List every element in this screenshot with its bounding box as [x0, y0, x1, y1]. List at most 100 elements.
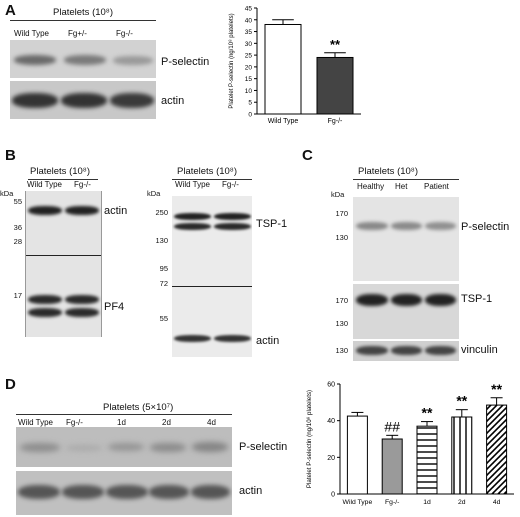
band	[28, 206, 62, 215]
panel-a-header-line	[10, 20, 156, 21]
band	[214, 335, 251, 342]
band	[214, 213, 251, 220]
y-tick-label: 15	[245, 76, 253, 83]
panel-b-left-pf4-label: PF4	[104, 301, 125, 313]
panel-d-actin-label: actin	[239, 485, 263, 497]
band	[61, 93, 107, 108]
panel-a-pselectin-blot	[10, 40, 156, 78]
panel-b-left-lane-1: Wild Type	[27, 180, 62, 189]
panel-c-marker-130-mid: 130	[335, 319, 348, 328]
panel-c-marker-170-top: 170	[335, 209, 348, 218]
band	[391, 294, 422, 306]
panel-b-right-marker-55: 55	[159, 314, 168, 323]
band	[391, 222, 422, 230]
panel-b-left-header-line	[28, 179, 98, 180]
y-tick-label: 25	[245, 53, 253, 60]
panel-b-right-kda: kDa	[147, 189, 161, 198]
panel-d-actin-blot	[16, 471, 232, 515]
band	[425, 222, 456, 230]
panel-b-letter: B	[5, 147, 16, 164]
panel-c-tsp1-blot	[353, 284, 459, 339]
panel-b-right-header-line	[172, 179, 252, 180]
panel-d-letter: D	[5, 376, 16, 393]
bar	[451, 416, 473, 495]
panel-d-lane-3: 1d	[117, 418, 126, 427]
band	[174, 213, 211, 220]
panel-b-right-blot	[172, 196, 252, 357]
x-tick-label: Fg-/-	[385, 499, 399, 506]
panel-c-lane-3: Patient	[424, 182, 449, 191]
panel-b-right-marker-250: 250	[155, 208, 168, 217]
y-tick-label: 35	[245, 29, 253, 36]
panel-c-pselectin-label: P-selectin	[461, 221, 510, 233]
panel-d-pselectin-blot	[16, 427, 232, 467]
y-tick-label: 40	[245, 17, 253, 24]
panel-a-chart: 0 5 10 15 20 25 30 35 40 45 Platelet P-selectin (n…	[228, 6, 361, 125]
y-tick-label: 5	[248, 100, 252, 107]
panel-b-left-marker-28: 28	[13, 237, 22, 246]
blot-divider	[26, 255, 101, 256]
panel-c-header-line	[353, 179, 459, 180]
bar	[381, 438, 403, 495]
bar	[486, 404, 508, 495]
band	[110, 93, 154, 108]
panel-c-letter: C	[302, 147, 313, 164]
band	[65, 295, 99, 304]
panel-a-actin-label: actin	[161, 95, 185, 107]
band	[65, 308, 99, 317]
y-tick-label: 20	[327, 455, 335, 462]
panel-d-pselectin-label: P-selectin	[239, 441, 288, 453]
band	[12, 93, 58, 108]
panel-c-marker-170-mid: 170	[335, 296, 348, 305]
blot-divider	[172, 286, 252, 287]
panel-c-vinculin-label: vinculin	[461, 344, 498, 356]
panel-c-kda: kDa	[331, 190, 345, 199]
panel-b-left-marker-36: 36	[13, 223, 22, 232]
band	[66, 445, 102, 451]
band	[214, 223, 251, 230]
panel-d-header-line	[16, 414, 232, 415]
y-tick-label: 60	[327, 382, 335, 389]
panel-b-left-lane-2: Fg-/-	[74, 180, 91, 189]
band	[62, 485, 104, 499]
panel-a-lane-2: Fg+/-	[68, 29, 87, 38]
panel-b-right-tsp1-label: TSP-1	[256, 218, 288, 230]
y-tick-label: 20	[245, 64, 253, 71]
panel-d-lane-2: Fg-/-	[66, 418, 83, 427]
band	[391, 346, 422, 355]
panel-d-lane-1: Wild Type	[18, 418, 53, 427]
band	[356, 294, 388, 306]
y-tick-label: 40	[327, 418, 335, 425]
significance-label: **	[422, 405, 433, 421]
band	[20, 443, 60, 452]
panel-c-vinculin-blot	[353, 341, 459, 361]
significance-label: **	[330, 37, 341, 52]
bar	[416, 425, 438, 495]
band	[174, 335, 211, 342]
significance-label: **	[491, 381, 502, 397]
panel-b-left-marker-17: 17	[13, 291, 22, 300]
panel-c-header: Platelets (10⁸)	[358, 166, 418, 177]
band	[191, 485, 230, 499]
band	[356, 222, 388, 230]
bar	[316, 56, 354, 115]
band	[150, 443, 186, 452]
band	[14, 55, 56, 65]
panel-d-header: Platelets (5×10⁷)	[103, 402, 174, 413]
band	[106, 485, 148, 499]
panel-c-lane-2: Het	[395, 182, 408, 191]
significance-label: ##	[384, 418, 400, 434]
panel-c-pselectin-blot	[353, 197, 459, 281]
panel-c-tsp1-label: TSP-1	[461, 293, 493, 305]
panel-b-right-header: Platelets (10⁸)	[177, 166, 237, 177]
panel-d-lane-5: 4d	[207, 418, 216, 427]
y-tick-label: 0	[331, 492, 335, 499]
panel-b-right-marker-130: 130	[155, 236, 168, 245]
x-tick-label: Wild Type	[343, 499, 373, 506]
panel-a-letter: A	[5, 2, 16, 19]
y-axis-label: Platelet P-selectin (ng/10⁸ platelets)	[228, 13, 235, 108]
band	[113, 56, 153, 65]
x-tick-label: 1d	[423, 499, 431, 506]
y-tick-label: 45	[245, 6, 253, 13]
panel-b-left-marker-55: 55	[13, 197, 22, 206]
